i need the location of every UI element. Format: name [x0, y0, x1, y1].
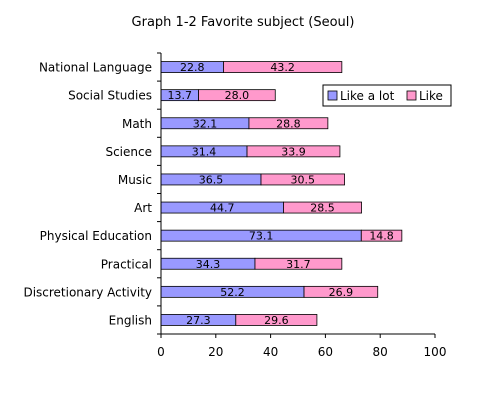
data-label: 52.2 — [220, 286, 245, 299]
bar-like — [303, 285, 379, 298]
category-label: Art — [134, 201, 152, 215]
data-label: 13.7 — [168, 89, 193, 102]
category-label: English — [109, 313, 152, 327]
chart-title: Graph 1-2 Favorite subject (Seoul) — [132, 15, 355, 30]
legend-swatch-like — [406, 90, 417, 101]
x-tick-label: 80 — [373, 345, 388, 359]
data-label: 34.3 — [196, 258, 221, 271]
bar-like — [198, 89, 276, 102]
data-label: 30.5 — [291, 173, 316, 186]
legend-label-like-a-lot: Like a lot — [340, 89, 395, 103]
data-label: 28.0 — [225, 89, 250, 102]
data-label: 22.8 — [180, 61, 205, 74]
data-label: 32.1 — [193, 117, 218, 130]
x-tick-label: 20 — [208, 345, 223, 359]
category-label: Music — [118, 173, 152, 187]
category-label: Practical — [101, 257, 152, 271]
data-label: 28.5 — [310, 202, 335, 215]
bar-like — [223, 61, 343, 73]
data-label: 36.5 — [199, 173, 224, 186]
bar-like — [235, 314, 318, 326]
x-tick-label: 60 — [318, 345, 333, 359]
category-label: Science — [105, 145, 152, 159]
category-label: Physical Education — [40, 229, 152, 243]
category-label: Math — [122, 117, 152, 131]
x-tick-label: 0 — [157, 345, 165, 359]
legend-box — [322, 84, 452, 107]
data-label: 28.8 — [276, 117, 301, 130]
bar-like — [246, 145, 341, 158]
legend: Like a lot Like — [322, 84, 452, 107]
data-label: 43.2 — [270, 61, 295, 74]
plot-area: National Language 22.8 43.2 Social Studies 1… — [23, 52, 447, 359]
data-label: 29.6 — [264, 314, 289, 327]
data-label: 44.7 — [210, 202, 235, 215]
bar-like — [283, 201, 362, 214]
category-label: National Language — [39, 61, 152, 75]
legend-swatch-like-a-lot — [327, 90, 338, 101]
data-label: 31.4 — [192, 145, 217, 158]
data-label: 14.8 — [369, 230, 394, 243]
data-label: 26.9 — [329, 286, 354, 299]
bar-like — [360, 229, 403, 242]
data-label: 33.9 — [281, 145, 306, 158]
data-label: 27.3 — [186, 314, 211, 327]
data-label: 31.7 — [286, 258, 311, 271]
data-label: 73.1 — [249, 230, 274, 243]
legend-label-like: Like — [419, 89, 443, 103]
bar-like — [248, 117, 329, 130]
x-tick-label: 100 — [424, 345, 447, 359]
category-label: Discretionary Activity — [23, 285, 152, 299]
x-tick-label: 40 — [263, 345, 278, 359]
category-label: Social Studies — [68, 89, 152, 103]
bar-like — [254, 257, 343, 270]
bar-like — [260, 173, 345, 186]
